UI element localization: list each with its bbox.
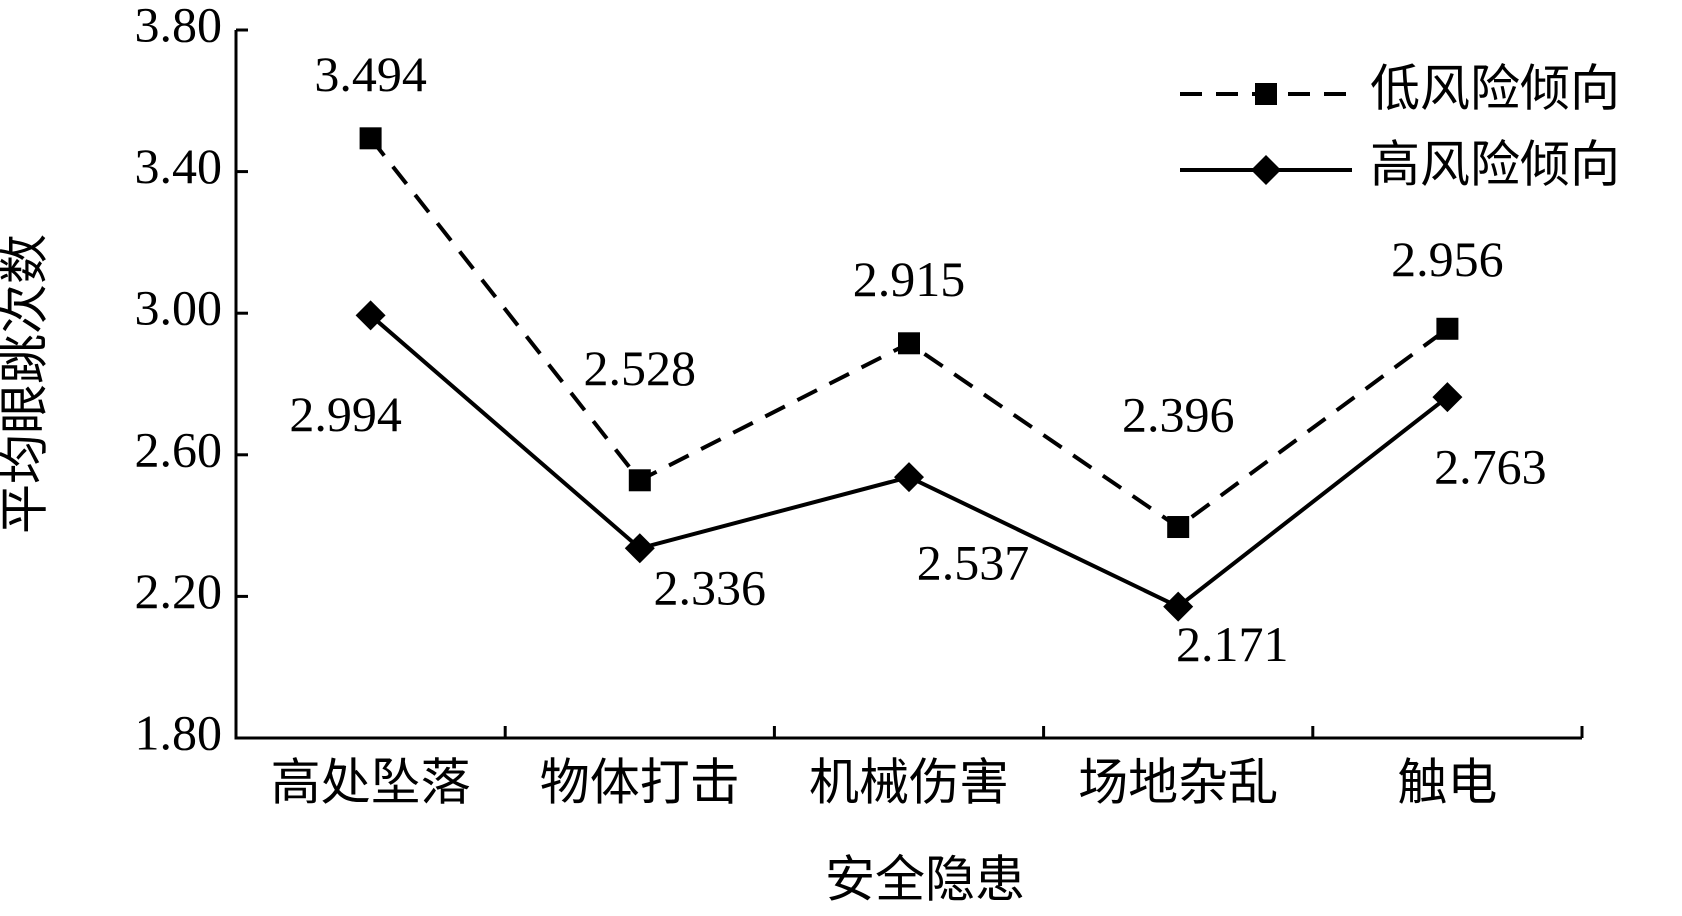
value-label: 3.494	[314, 46, 427, 102]
value-label: 2.994	[289, 386, 402, 442]
value-label: 2.396	[1122, 386, 1235, 442]
marker	[628, 469, 651, 492]
value-label: 2.528	[584, 340, 697, 396]
marker	[1436, 317, 1459, 340]
legend-label: 低风险倾向	[1370, 60, 1620, 116]
y-axis-label: 平均眼跳次数	[0, 234, 52, 534]
value-label: 2.763	[1434, 439, 1547, 495]
value-label: 2.956	[1391, 231, 1504, 287]
marker	[1167, 516, 1190, 539]
x-tick-label: 触电	[1397, 754, 1497, 810]
line	[369, 313, 1449, 610]
value-label: 2.537	[917, 535, 1030, 591]
x-tick-label: 机械伤害	[809, 754, 1009, 810]
marker	[1163, 591, 1194, 622]
x-tick-label: 场地杂乱	[1078, 754, 1278, 810]
x-tick-label: 物体打击	[540, 754, 740, 810]
x-tick-label: 高处坠落	[271, 754, 471, 810]
marker	[1255, 83, 1277, 105]
marker	[894, 462, 924, 493]
marker	[898, 332, 920, 355]
y-tick-label: 2.60	[135, 421, 223, 477]
x-axis-label: 安全隐患	[825, 851, 1025, 907]
value-label: 2.171	[1176, 616, 1289, 672]
value-label: 2.915	[853, 251, 966, 307]
y-tick-label: 2.20	[135, 563, 223, 619]
legend-label: 高风险倾向	[1370, 136, 1620, 192]
value-label: 2.336	[654, 560, 767, 616]
marker	[359, 127, 382, 150]
y-tick-label: 3.80	[135, 0, 223, 52]
y-tick-label: 3.00	[135, 280, 223, 336]
y-tick-label: 3.40	[135, 138, 223, 194]
marker	[355, 300, 386, 331]
y-tick-label: 1.80	[135, 704, 223, 760]
marker	[1251, 155, 1281, 185]
marker	[1432, 382, 1463, 413]
marker	[624, 533, 655, 564]
